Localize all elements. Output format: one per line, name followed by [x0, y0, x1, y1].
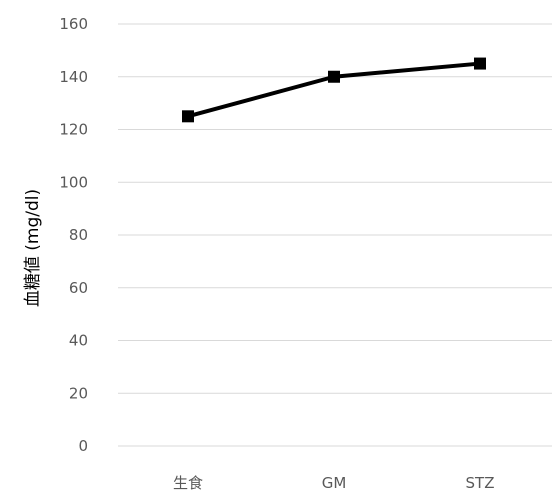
y-tick-label: 160 — [59, 15, 88, 33]
x-tick-label: STZ — [466, 474, 495, 492]
series-group — [182, 57, 486, 123]
y-tick-label: 0 — [78, 437, 88, 455]
data-point — [474, 57, 486, 70]
data-point — [182, 110, 194, 123]
y-tick-label: 20 — [69, 384, 88, 402]
x-tick-label: 生食 — [173, 474, 203, 492]
x-axis-ticks: 生食 GM STZ — [173, 474, 494, 492]
data-point — [328, 70, 340, 83]
y-tick-label: 40 — [69, 332, 88, 350]
y-tick-label: 140 — [59, 68, 88, 86]
y-tick-label: 80 — [69, 226, 88, 244]
y-axis-label: 血糖値 (mg/dl) — [23, 189, 43, 307]
gridlines — [118, 23, 552, 447]
y-axis-ticks: 0 20 40 60 80 100 120 140 160 — [59, 15, 88, 455]
y-tick-label: 100 — [59, 173, 88, 191]
y-tick-label: 60 — [69, 279, 88, 297]
x-tick-label: GM — [322, 474, 347, 492]
y-tick-label: 120 — [59, 121, 88, 139]
